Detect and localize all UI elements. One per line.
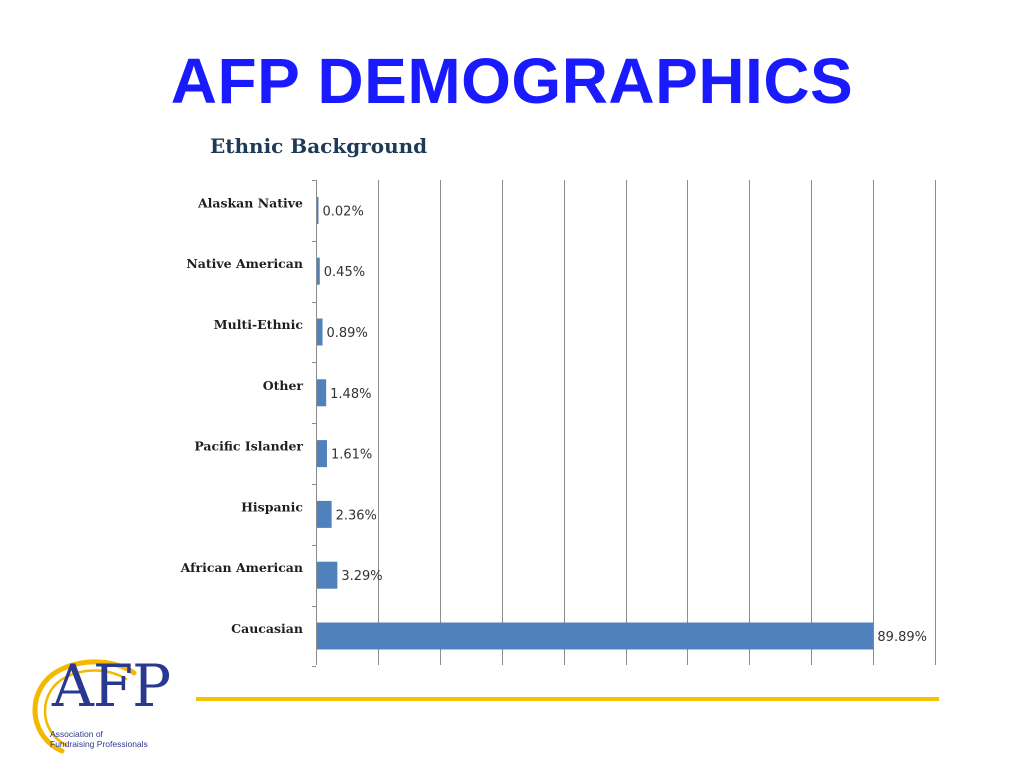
data-label: 1.61% (331, 448, 372, 463)
category-label: Hispanic (241, 499, 303, 514)
category-label: Multi-Ethnic (214, 317, 304, 332)
data-label: 0.02% (323, 204, 364, 219)
bar (317, 561, 338, 589)
bar (317, 379, 327, 407)
bar (317, 257, 320, 285)
logo-tagline: Association of Fundraising Professionals (50, 729, 148, 749)
chart-bars (317, 196, 874, 650)
logo-tagline-line1: Association of (50, 729, 103, 739)
chart-labels: Alaskan Native 0.02% Native American 0.45% M… (180, 195, 927, 645)
category-label: Other (263, 378, 304, 393)
bar (317, 622, 874, 650)
bar (317, 500, 332, 528)
footer-divider (196, 697, 939, 701)
logo-arc-icon (32, 659, 137, 754)
data-label: 0.89% (327, 326, 368, 341)
data-label: 1.48% (330, 387, 371, 402)
data-label: 2.36% (336, 508, 377, 523)
data-label: 0.45% (324, 265, 365, 280)
chart-title: Ethnic Background (210, 134, 428, 158)
category-label: Caucasian (231, 621, 303, 636)
bar (317, 440, 327, 468)
logo-wordmark: AFP (52, 652, 171, 720)
data-label: 3.29% (341, 569, 382, 584)
data-label: 89.89% (877, 630, 927, 645)
category-label: Alaskan Native (197, 195, 303, 210)
bar (317, 318, 323, 346)
bar (317, 196, 319, 224)
afp-logo: AFP Association of Fundraising Professio… (22, 652, 182, 755)
slide-title: AFP DEMOGRAPHICS (170, 45, 854, 117)
chart-gridlines (378, 180, 936, 665)
category-label: Native American (186, 256, 303, 271)
category-label: Pacific Islander (194, 439, 303, 454)
category-label: African American (180, 560, 303, 575)
chart-axis (312, 180, 317, 667)
logo-tagline-line2: Fundraising Professionals (50, 739, 148, 749)
